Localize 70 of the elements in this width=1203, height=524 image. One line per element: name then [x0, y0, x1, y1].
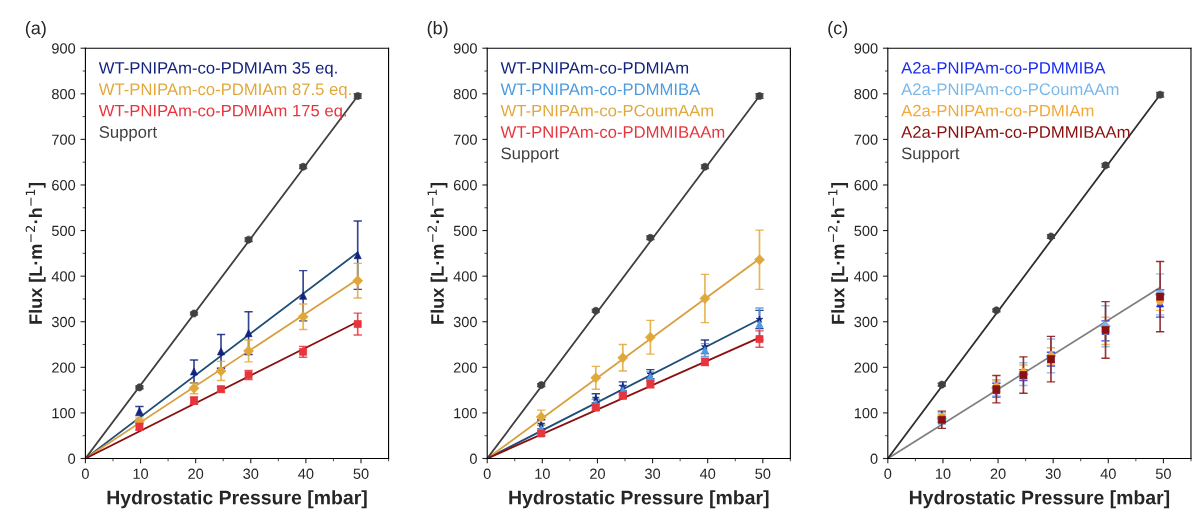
y-tick-label: 900: [854, 43, 878, 54]
y-tick-label: 600: [854, 180, 878, 191]
text: A2a-PNIPAm-co-PDMMIBA: [901, 61, 1106, 74]
y-tick-label: 0: [870, 453, 878, 464]
y-tick-label: 300: [854, 316, 878, 328]
y-tick-label: 0: [68, 453, 76, 464]
x-tick-label: 40: [298, 468, 314, 479]
y-tick-label: 800: [854, 88, 878, 100]
x-tick-label: 50: [1155, 468, 1171, 479]
y-tick-label: 100: [454, 408, 477, 419]
text: WT-PNIPAm-co-PDMIAm 87.5 eq.: [98, 83, 351, 99]
y-tick-label: 0: [469, 453, 477, 464]
x-tick-label: 10: [535, 468, 550, 479]
x-axis-title: Hydrostatic Pressure [mbar]: [107, 490, 367, 509]
y-tick-label: 900: [52, 43, 76, 54]
y-tick-label: 200: [453, 362, 477, 373]
y-axis-title: Flux [L·m$^{−2}$·h$^{−1}$]: [427, 182, 448, 324]
x-tick-label: 30: [243, 468, 259, 479]
text: WT-PNIPAm-co-PDMIAm: [500, 62, 689, 74]
x-tick-label: 30: [645, 468, 661, 479]
y-tick-label: 500: [51, 225, 76, 236]
chart-title: (b): [427, 21, 448, 38]
x-tick-label: 50: [353, 468, 369, 479]
y-tick-label: 300: [51, 316, 76, 328]
y-tick-label: 100: [854, 408, 878, 419]
x-tick-label: 0: [884, 468, 892, 479]
y-tick-label: 400: [854, 271, 878, 282]
text: Support: [99, 126, 157, 142]
y-tick-label: 400: [453, 271, 477, 282]
y-axis-title: Flux [L·m$^{−2}$·h$^{−1}$]: [827, 182, 849, 324]
chart-title: (c): [828, 21, 848, 38]
text: WT-PNIPAm-co-PDMIAm 35 eq.: [98, 61, 337, 78]
text: Support: [501, 147, 559, 163]
text: WT-PNIPAm-co-PDMMIBA: [500, 83, 701, 96]
chart-title: (a): [25, 21, 46, 38]
y-tick-label: 200: [854, 362, 878, 373]
y-axis-title: Flux [L·m$^{−2}$·h$^{−1}$]: [25, 182, 46, 324]
y-tick-label: 100: [52, 408, 76, 419]
y-tick-label: 500: [854, 225, 878, 236]
x-axis-title: Hydrostatic Pressure [mbar]: [509, 490, 769, 509]
x-tick-label: 10: [133, 468, 149, 479]
text: Support: [901, 147, 960, 163]
x-tick-label: 10: [935, 468, 951, 479]
y-tick-label: 200: [52, 362, 76, 373]
y-tick-label: 500: [453, 225, 477, 236]
y-tick-label: 700: [453, 134, 477, 145]
y-tick-label: 400: [51, 271, 76, 282]
text: A2a-PNIPAm-co-PDMIAm: [901, 104, 1094, 117]
x-axis-title: Hydrostatic Pressure [mbar]: [909, 490, 1170, 509]
y-tick-label: 600: [453, 180, 477, 191]
y-tick-label: 800: [453, 88, 477, 100]
y-tick-label: 700: [52, 134, 76, 145]
x-tick-label: 0: [81, 468, 89, 479]
text: A2a-PNIPAm-co-PDMMIBAAm: [901, 126, 1130, 138]
x-tick-label: 40: [699, 468, 716, 479]
x-tick-label: 0: [483, 468, 491, 479]
x-tick-label: 40: [1100, 468, 1116, 479]
text: A2a-PNIPAm-co-PCoumAAm: [901, 83, 1119, 96]
text: WT-PNIPAm-co-PDMMIBAAm: [500, 126, 725, 138]
text: WT-PNIPAm-co-PCoumAAm: [500, 104, 714, 117]
x-tick-label: 50: [755, 468, 771, 479]
x-tick-label: 20: [990, 468, 1006, 479]
x-tick-label: 30: [1045, 468, 1061, 479]
y-tick-label: 900: [453, 43, 477, 54]
y-tick-label: 600: [52, 180, 76, 191]
y-tick-label: 800: [52, 88, 76, 100]
y-tick-label: 300: [453, 316, 477, 328]
x-tick-label: 20: [590, 468, 605, 479]
y-tick-label: 700: [854, 134, 878, 145]
x-tick-label: 20: [188, 468, 204, 479]
